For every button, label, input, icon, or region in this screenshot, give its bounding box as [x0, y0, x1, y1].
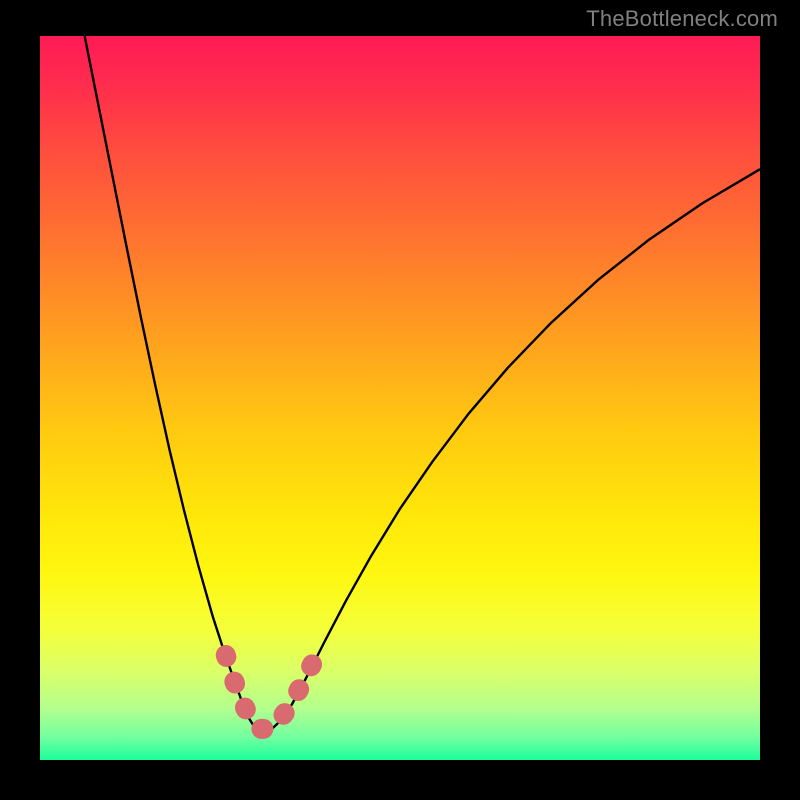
- watermark-text: TheBottleneck.com: [586, 6, 778, 32]
- chart-svg: [40, 36, 760, 760]
- plot-background: [40, 36, 760, 760]
- figure-canvas: TheBottleneck.com: [0, 0, 800, 800]
- plot-area: [40, 36, 760, 760]
